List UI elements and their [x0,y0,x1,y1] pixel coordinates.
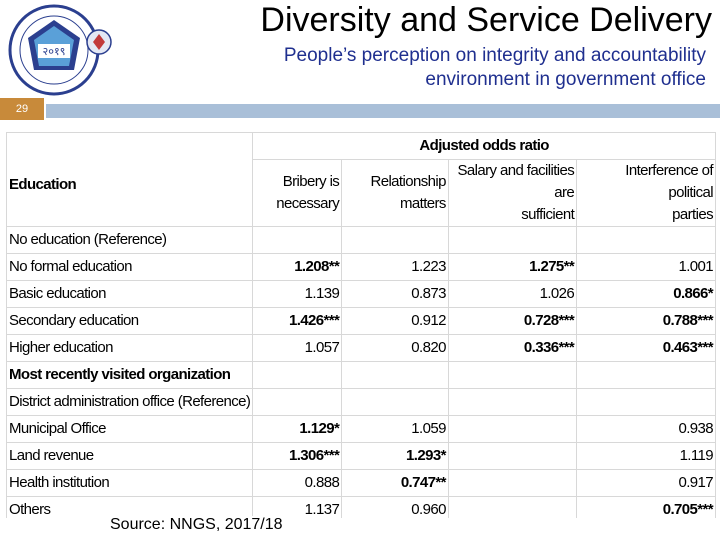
table-cell: 0.788*** [576,307,716,335]
odds-ratio-table-container: Education Adjusted odds ratio Bribery is… [6,132,716,518]
table-cell: 1.306*** [252,442,343,470]
table-cell [252,226,343,254]
table-row: Land revenue 1.306*** 1.293* 1.119 [6,442,716,470]
table-cell: 0.888 [252,469,343,497]
table-cell: 0.336*** [447,334,578,362]
table-cell [576,388,716,416]
adjusted-odds-ratio-header: Adjusted odds ratio [252,132,716,160]
table-cell: 1.137 [252,496,343,518]
table-cell: 0.705*** [576,496,716,518]
table-row: Others 1.137 0.960 0.705*** [6,496,716,518]
table-cell [576,361,716,389]
row-label: Others [6,496,254,518]
table-cell: 0.938 [576,415,716,443]
table-row: Basic education 1.139 0.873 1.026 0.866* [6,280,716,308]
table-cell: 0.960 [341,496,449,518]
table-cell [576,226,716,254]
table-cell [252,361,343,389]
table-cell [447,361,578,389]
row-label: Land revenue [6,442,254,470]
table-row: Municipal Office 1.129* 1.059 0.938 [6,415,716,443]
row-label: No formal education [6,253,254,281]
table-cell: 0.463*** [576,334,716,362]
table-row: No formal education 1.208** 1.223 1.275** 1.… [6,253,716,281]
table-row: Higher education 1.057 0.820 0.336*** 0.463*… [6,334,716,362]
table-cell: 1.057 [252,334,343,362]
table-cell: 1.119 [576,442,716,470]
column-header-line: parties [672,206,713,223]
row-label: Secondary education [6,307,254,335]
table-cell [341,388,449,416]
column-header-line: matters [400,195,446,212]
table-cell: 1.208** [252,253,343,281]
table-cell: 0.728*** [447,307,578,335]
table-cell [341,226,449,254]
column-header-line: Salary and facilities are [457,162,575,201]
table-cell: 0.866* [576,280,716,308]
table-cell: 1.275** [447,253,578,281]
section-row: Most recently visited organization [6,361,716,389]
row-label: District administration office (Referenc… [6,388,254,416]
table-cell: 1.001 [576,253,716,281]
logo-year: २०१९ [43,45,66,58]
column-header-line: necessary [276,195,340,212]
row-label: Basic education [6,280,254,308]
table-cell [447,496,578,518]
slide-title: Diversity and Service Delivery [260,1,712,39]
table-cell: 0.917 [576,469,716,497]
subtitle-line-1: People’s perception on integrity and acc… [283,45,706,66]
table-cell: 0.820 [341,334,449,362]
table-cell [341,361,449,389]
row-label: Municipal Office [6,415,254,443]
table-row: No education (Reference) [6,226,716,254]
subtitle-line-2: environment in government office [425,69,706,90]
table-row: District administration office (Referenc… [6,388,716,416]
table-cell: 0.873 [341,280,449,308]
education-header: Education [6,132,254,227]
table-cell [447,442,578,470]
table-cell: 1.426*** [252,307,343,335]
row-label: No education (Reference) [6,226,254,254]
row-label: Most recently visited organization [6,361,254,389]
column-header-2: Relationship matters [341,159,449,227]
table-cell: 1.139 [252,280,343,308]
table-cell: 1.026 [447,280,578,308]
column-header-line: sufficient [521,206,575,223]
row-label: Health institution [6,469,254,497]
table-cell: 1.223 [341,253,449,281]
table-cell [447,388,578,416]
column-header-line: Relationship [370,173,446,190]
table-cell: 1.059 [341,415,449,443]
source-note: Source: NNGS, 2017/18 [108,516,285,534]
header-divider-bar [46,104,720,118]
table-cell: 0.747** [341,469,449,497]
column-header-4: Interference of political parties [576,159,716,227]
institution-logo: २०१९ [4,4,134,96]
column-header-1: Bribery is necessary [252,159,343,227]
slide-subtitle: People’s perception on integrity and acc… [140,44,706,92]
table-cell: 0.912 [341,307,449,335]
table-row: Health institution 0.888 0.747** 0.917 [6,469,716,497]
table-row: Secondary education 1.426*** 0.912 0.728***… [6,307,716,335]
column-header-line: Bribery is [282,173,340,190]
table-cell [447,226,578,254]
odds-ratio-table: Education Adjusted odds ratio Bribery is… [6,132,716,518]
slide-number: 29 [0,98,44,120]
table-cell: 1.129* [252,415,343,443]
table-cell [252,388,343,416]
table-cell [447,415,578,443]
column-header-line: Interference of political [625,162,713,201]
row-label: Higher education [6,334,254,362]
column-header-3: Salary and facilities are sufficient [447,159,578,227]
table-cell: 1.293* [341,442,449,470]
table-cell [447,469,578,497]
